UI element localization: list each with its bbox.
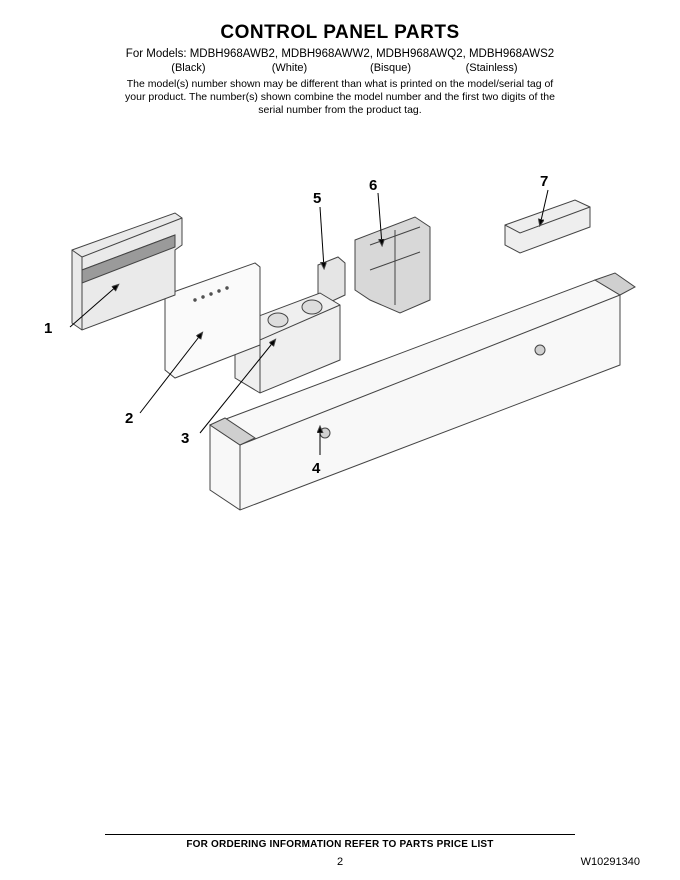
diagram-svg	[0, 135, 680, 735]
document-id: W10291340	[581, 856, 640, 868]
models-prefix: For Models:	[126, 48, 187, 60]
part-4-panel	[210, 273, 635, 510]
footer: FOR ORDERING INFORMATION REFER TO PARTS …	[0, 834, 680, 850]
callout-1: 1	[44, 320, 52, 337]
part-7-trim	[505, 200, 590, 253]
callout-4: 4	[312, 460, 320, 477]
callout-3: 3	[181, 430, 189, 447]
models-list: MDBH968AWB2, MDBH968AWW2, MDBH968AWQ2, M…	[190, 48, 554, 60]
model-note: The model(s) number shown may be differe…	[125, 78, 555, 117]
footer-text: FOR ORDERING INFORMATION REFER TO PARTS …	[0, 839, 680, 850]
color-stainless: (Stainless)	[443, 62, 541, 74]
colors-line: (Black) (White) (Bisque) (Stainless)	[0, 62, 680, 74]
page-title: CONTROL PANEL PARTS	[0, 0, 680, 44]
part-6-latch	[355, 135, 430, 313]
models-line: For Models: MDBH968AWB2, MDBH968AWW2, MD…	[0, 48, 680, 60]
page-number: 2	[0, 856, 680, 868]
exploded-diagram: 1 2 3 4 5 6 7	[0, 135, 680, 735]
color-black: (Black)	[139, 62, 237, 74]
callout-6: 6	[369, 177, 377, 194]
callout-5: 5	[313, 190, 321, 207]
callout-2: 2	[125, 410, 133, 427]
footer-rule	[105, 834, 575, 835]
page: CONTROL PANEL PARTS For Models: MDBH968A…	[0, 0, 680, 880]
color-bisque: (Bisque)	[342, 62, 440, 74]
color-white: (White)	[240, 62, 338, 74]
callout-7: 7	[540, 173, 548, 190]
